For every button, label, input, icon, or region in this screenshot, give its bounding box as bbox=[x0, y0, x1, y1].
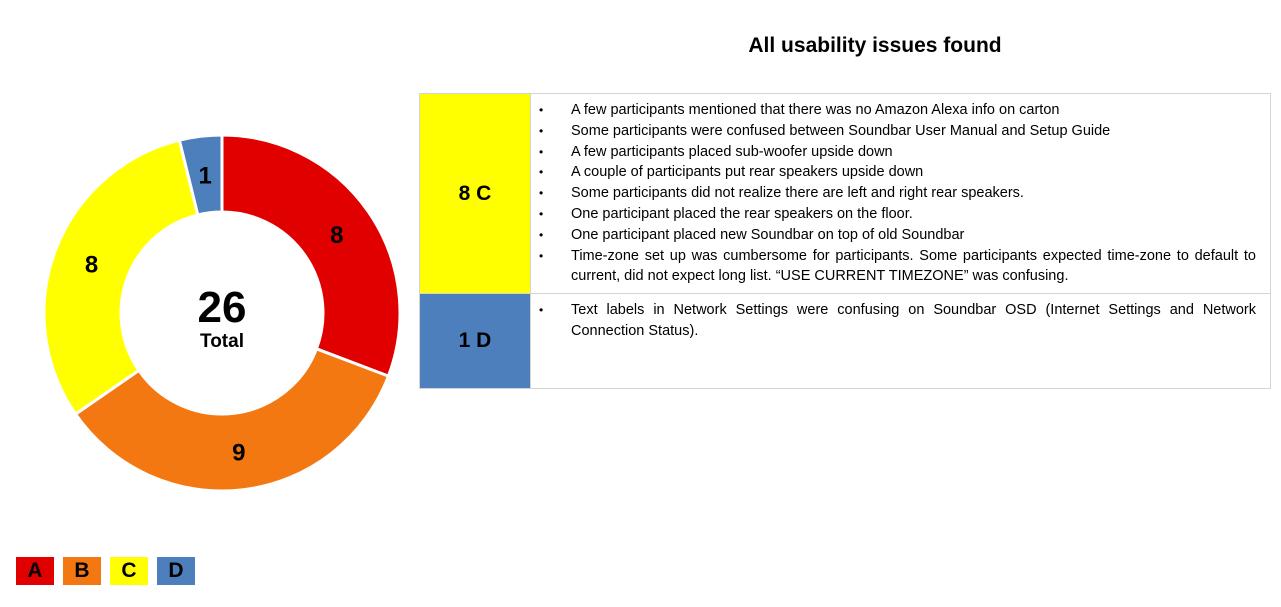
data-label-c: 8 bbox=[85, 252, 98, 279]
issue-item: Text labels in Network Settings were con… bbox=[539, 300, 1256, 342]
issue-item: Some participants did not realize there … bbox=[539, 183, 1256, 204]
data-label-d: 1 bbox=[199, 163, 212, 190]
table-row-c: 8 C A few participants mentioned that th… bbox=[419, 92, 1271, 295]
issues-table: 8 C A few participants mentioned that th… bbox=[419, 92, 1271, 390]
legend-item-b: B bbox=[63, 557, 101, 585]
issue-item: One participant placed new Soundbar on t… bbox=[539, 225, 1256, 246]
legend-item-c: C bbox=[110, 557, 148, 585]
issue-item: A couple of participants put rear speake… bbox=[539, 162, 1256, 183]
issue-item: A few participants mentioned that there … bbox=[539, 100, 1256, 121]
page-title: All usability issues found bbox=[748, 34, 1002, 57]
donut-slice-d bbox=[177, 133, 224, 217]
total-caption: Total bbox=[200, 331, 244, 352]
legend-item-d: D bbox=[157, 557, 195, 585]
data-label-b: 9 bbox=[232, 439, 245, 466]
data-label-a: 8 bbox=[330, 222, 343, 249]
legend-item-a: A bbox=[16, 557, 54, 585]
severity-legend: A B C D bbox=[16, 557, 195, 585]
donut-slice-b bbox=[73, 346, 391, 493]
severity-cell-c: 8 C bbox=[419, 92, 531, 295]
issue-item: Some participants were confused between … bbox=[539, 121, 1256, 142]
issues-cell-c: A few participants mentioned that there … bbox=[530, 92, 1271, 295]
donut-slice-a bbox=[220, 133, 402, 379]
issue-item: A few participants placed sub-woofer ups… bbox=[539, 142, 1256, 163]
total-value: 26 bbox=[198, 283, 247, 332]
table-row-d: 1 D Text labels in Network Settings were… bbox=[419, 293, 1271, 390]
issue-item: One participant placed the rear speakers… bbox=[539, 204, 1256, 225]
severity-cell-d: 1 D bbox=[419, 293, 531, 390]
donut-slice-c bbox=[42, 138, 200, 417]
issue-item: Time-zone set up was cumbersome for part… bbox=[539, 246, 1256, 288]
issues-cell-d: Text labels in Network Settings were con… bbox=[530, 293, 1271, 390]
